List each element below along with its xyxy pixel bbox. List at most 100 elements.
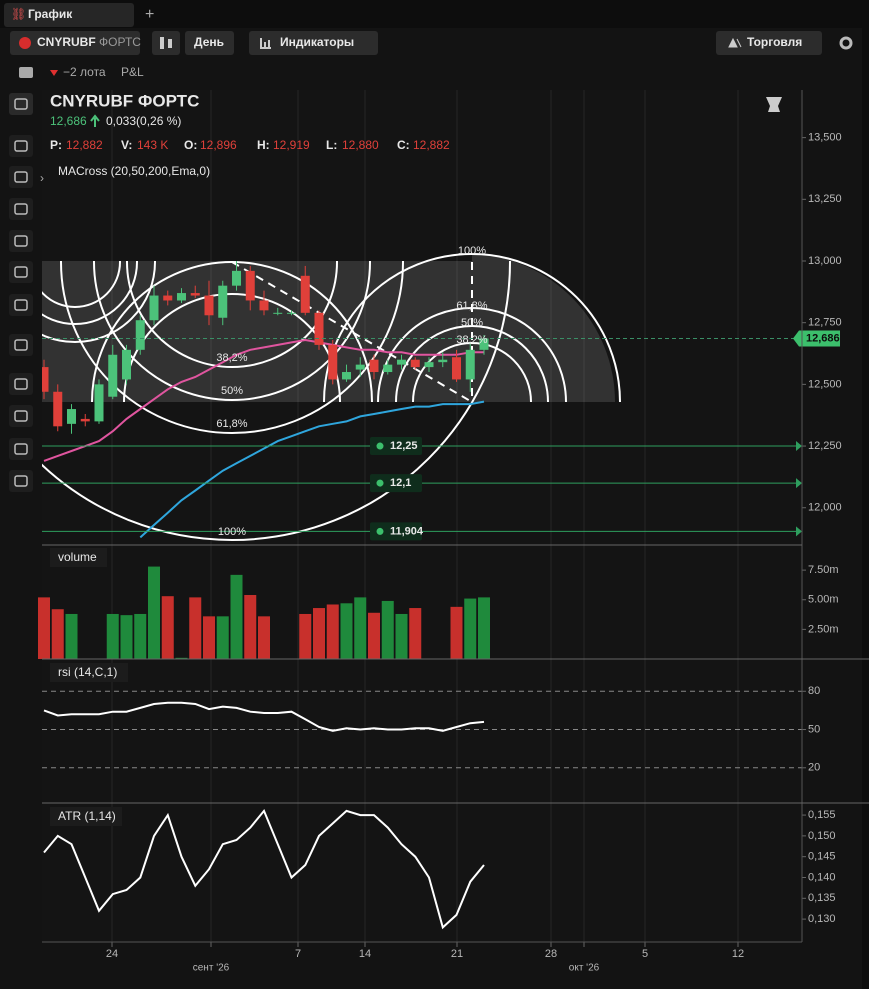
y-tick-label: 12,250 bbox=[808, 440, 842, 452]
candle-body bbox=[149, 295, 159, 321]
level-badge[interactable] bbox=[370, 474, 422, 493]
tool-button[interactable] bbox=[9, 373, 33, 395]
y-tick-label: 20 bbox=[808, 762, 820, 774]
candle-body bbox=[355, 364, 365, 370]
tab-bar bbox=[0, 0, 869, 28]
y-tick-label: 13,000 bbox=[808, 255, 842, 267]
add-tab[interactable]: + bbox=[145, 6, 154, 23]
volume-bar bbox=[395, 613, 408, 659]
axes: 24 сент '26 7 14 21 28 окт '26 5 12 12,000 12,250 1… bbox=[106, 132, 842, 974]
y-tick-label: 50 bbox=[808, 723, 820, 735]
price-pane bbox=[42, 260, 489, 539]
tool-button[interactable] bbox=[9, 438, 33, 460]
fib-arc bbox=[42, 261, 121, 308]
volume-bar bbox=[230, 574, 243, 659]
tool-button[interactable] bbox=[9, 93, 33, 115]
candle-icon bbox=[168, 39, 172, 48]
volume-bar bbox=[38, 597, 50, 659]
volume-title[interactable]: volume bbox=[58, 550, 97, 564]
candle-body bbox=[383, 364, 393, 373]
tool-button[interactable] bbox=[9, 230, 33, 252]
y-tick-label: 12,500 bbox=[808, 378, 842, 390]
y-tick-label: 0,145 bbox=[808, 851, 836, 863]
y-tick-label: 13,250 bbox=[808, 193, 842, 205]
price-overlay: 12,25 12,1 11,904 12,686 38,2% 50% 61,8% 100% 10… bbox=[42, 245, 840, 541]
interval-button[interactable] bbox=[185, 31, 234, 55]
rsi-title[interactable]: rsi (14,C,1) bbox=[58, 665, 117, 679]
candle-body bbox=[245, 270, 255, 301]
level-icon bbox=[376, 527, 384, 535]
candle-body bbox=[424, 362, 434, 368]
level-handle bbox=[796, 441, 802, 452]
symbol-button[interactable] bbox=[10, 31, 140, 55]
tool-glyph bbox=[14, 475, 28, 487]
y-tick-label: 0,135 bbox=[808, 892, 836, 904]
fib-label: 38,2% bbox=[216, 352, 247, 364]
y-tick-label: 5.00m bbox=[808, 594, 839, 606]
indicator-title[interactable]: MACross (20,50,200,Ema,0) bbox=[58, 164, 210, 178]
pnl[interactable]: P&L bbox=[121, 65, 144, 79]
trade-button[interactable] bbox=[716, 31, 822, 55]
y-tick-label: 0,150 bbox=[808, 830, 836, 842]
legend-key: H: bbox=[257, 138, 270, 152]
tab-title: График bbox=[28, 7, 73, 21]
symbol: CNYRUBF ФОРТС bbox=[37, 35, 141, 49]
tool-button[interactable] bbox=[9, 334, 33, 356]
tool-button[interactable] bbox=[9, 198, 33, 220]
level-handle bbox=[796, 526, 802, 537]
volume-bar bbox=[51, 609, 64, 659]
indicators-button[interactable] bbox=[249, 31, 378, 55]
volume-bar bbox=[381, 600, 394, 659]
volume-bar bbox=[120, 615, 133, 659]
settings-icon[interactable] bbox=[839, 36, 853, 50]
atr-pane bbox=[43, 808, 485, 930]
price-change: 0,033(0,26 %) bbox=[106, 114, 181, 128]
level-badge[interactable] bbox=[370, 437, 422, 456]
volume-pane bbox=[38, 566, 490, 659]
tool-button[interactable] bbox=[9, 405, 33, 427]
tool-button[interactable] bbox=[9, 166, 33, 188]
volume-bar bbox=[148, 566, 160, 659]
indicators: Индикаторы bbox=[280, 35, 354, 49]
tool-button[interactable] bbox=[9, 470, 33, 492]
chart-type-button[interactable] bbox=[152, 31, 180, 55]
tool-button[interactable] bbox=[9, 135, 33, 157]
y-tick-label: 0,140 bbox=[808, 871, 836, 883]
tool-button[interactable] bbox=[9, 261, 33, 283]
volume-bar bbox=[368, 612, 380, 659]
tool-glyph bbox=[14, 203, 28, 215]
candle-body bbox=[452, 357, 461, 380]
candle-body bbox=[122, 349, 131, 380]
y-tick-label: 7.50m bbox=[808, 564, 839, 576]
level-handle bbox=[796, 478, 802, 489]
candle-body bbox=[342, 372, 351, 380]
collapse-arrow[interactable]: › bbox=[40, 171, 44, 185]
fib-label: 50% bbox=[461, 317, 483, 329]
time-label: 12 bbox=[732, 948, 744, 960]
volume-bar bbox=[65, 613, 78, 659]
level-badge[interactable] bbox=[370, 522, 422, 541]
chart-area bbox=[42, 90, 802, 942]
legend-value: 12,882 bbox=[413, 138, 450, 152]
short-icon bbox=[50, 70, 58, 76]
volume-bar bbox=[478, 597, 490, 659]
tab[interactable] bbox=[4, 3, 134, 27]
legend-key: L: bbox=[326, 138, 337, 152]
tool-button[interactable] bbox=[9, 294, 33, 316]
y-tick-label: 2.50m bbox=[808, 623, 839, 635]
atr-title[interactable]: ATR (1,14) bbox=[58, 809, 116, 823]
time-label: 14 bbox=[359, 948, 371, 960]
candle-body bbox=[67, 409, 76, 424]
fib-arc bbox=[123, 293, 341, 402]
y-tick-label: 12,000 bbox=[808, 502, 842, 514]
alert-icon[interactable] bbox=[766, 97, 782, 112]
volume-bar bbox=[244, 595, 257, 659]
tool-glyph bbox=[14, 235, 28, 247]
candle-body bbox=[204, 295, 214, 316]
fib-arc bbox=[60, 261, 404, 434]
portfolio-icon[interactable] bbox=[19, 67, 33, 78]
candle-body bbox=[314, 312, 324, 345]
candle-body bbox=[108, 354, 118, 397]
